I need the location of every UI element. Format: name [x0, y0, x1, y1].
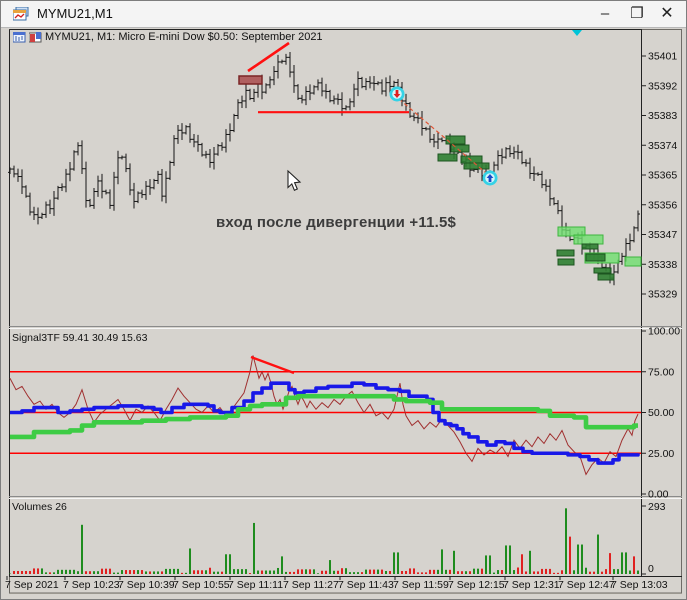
- time-axis-label: 7 Sep 10:55: [173, 579, 230, 591]
- svg-text:0.00: 0.00: [648, 489, 669, 501]
- candles-mode-icon[interactable]: [28, 31, 42, 43]
- svg-text:100.00: 100.00: [648, 326, 680, 338]
- price-axis: 35401 35392 35383 35374 35365 35356 35347 35338…: [641, 51, 677, 301]
- panel-frames: [9, 29, 682, 594]
- volumes-label: Volumes 26: [12, 501, 67, 513]
- volume-bars: [9, 508, 639, 574]
- svg-text:35383: 35383: [648, 110, 677, 122]
- svg-text:25.00: 25.00: [648, 448, 674, 460]
- indicator-label: Signal3TF 59.41 30.49 15.63: [12, 332, 148, 344]
- indicator-trendline: [250, 355, 295, 375]
- time-axis-label: 7 Sep 2021: [5, 579, 59, 591]
- chart-shift-marker-icon: [572, 30, 582, 36]
- window-chart-icon: [12, 6, 31, 21]
- titlebar[interactable]: MYMU21,M1 – ❐ ✕: [1, 1, 686, 28]
- time-axis-label: 7 Sep 12:47: [558, 579, 615, 591]
- chart-annotation: вход после дивергенции +11.5$: [216, 214, 457, 231]
- svg-text:35392: 35392: [648, 80, 677, 92]
- window-title: MYMU21,M1: [37, 6, 113, 21]
- svg-text:35365: 35365: [648, 170, 677, 182]
- buy-signal-marker: [482, 170, 498, 186]
- chart-shift-marker: [572, 30, 582, 36]
- sell-signal-marker: [389, 86, 405, 102]
- time-axis-label: 7 Sep 11:43: [338, 579, 394, 591]
- svg-text:35356: 35356: [648, 199, 677, 211]
- svg-text:35347: 35347: [648, 229, 677, 241]
- maximize-button[interactable]: ❐: [630, 5, 644, 22]
- svg-text:50.00: 50.00: [648, 407, 674, 419]
- time-axis-label: 7 Sep 11:11: [228, 579, 284, 591]
- minimize-button[interactable]: –: [600, 5, 610, 22]
- chart-header-text: MYMU21, M1: Micro E-mini Dow $0.50: Sept…: [45, 31, 323, 43]
- time-axis-label: 7 Sep 10:23: [63, 579, 120, 591]
- time-axis-label: 7 Sep 11:27: [283, 579, 339, 591]
- indicator-axis: 100.00 75.00 50.00 25.00 0.00: [641, 326, 680, 501]
- time-axis-label: 7 Sep 11:59: [393, 579, 449, 591]
- svg-text:35329: 35329: [648, 289, 677, 301]
- indicator-series: [9, 355, 640, 476]
- svg-text:35338: 35338: [648, 259, 677, 271]
- time-axis-label: 7 Sep 12:15: [448, 579, 505, 591]
- time-axis-label: 7 Sep 12:31: [503, 579, 560, 591]
- time-axis-label: 7 Sep 10:39: [118, 579, 175, 591]
- time-axis-ticks: [6, 576, 614, 580]
- svg-text:0: 0: [648, 563, 654, 575]
- bars-mode-icon[interactable]: [12, 31, 26, 43]
- chart-header: MYMU21, M1: Micro E-mini Dow $0.50: Sept…: [12, 31, 323, 43]
- price-overlays: [238, 41, 642, 281]
- svg-text:35401: 35401: [648, 51, 677, 63]
- volume-axis: 293 0: [641, 501, 666, 575]
- svg-text:35374: 35374: [648, 140, 677, 152]
- svg-text:293: 293: [648, 501, 666, 513]
- close-button[interactable]: ✕: [660, 5, 674, 22]
- svg-text:75.00: 75.00: [648, 366, 674, 378]
- time-axis-label: 7 Sep 13:03: [611, 579, 668, 591]
- mouse-cursor-icon: [287, 169, 302, 192]
